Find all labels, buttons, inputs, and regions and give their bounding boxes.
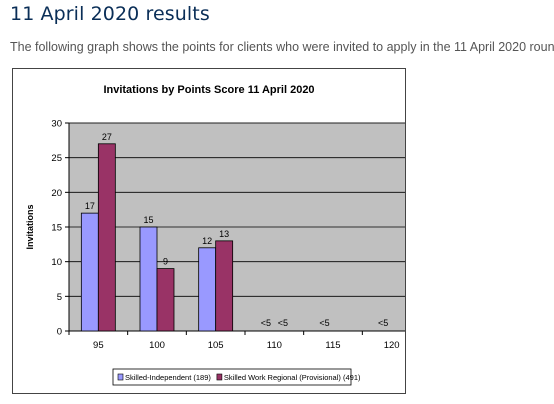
bar-s1-105 xyxy=(198,247,217,332)
bar-chart: Invitations by Points Score 11 April 202… xyxy=(25,84,405,386)
data-label-s1-110: <5 xyxy=(261,318,271,328)
chart-title: Invitations by Points Score 11 April 202… xyxy=(103,84,314,96)
data-label-s1-115: <5 xyxy=(319,318,329,328)
x-tick-label-95: 95 xyxy=(93,340,104,351)
legend-label-s2: Skilled Work Regional (Provisional) (491… xyxy=(224,373,361,382)
page-title: 11 April 2020 results xyxy=(10,3,210,25)
bar-s2-100 xyxy=(156,268,175,332)
y-tick-label-30: 30 xyxy=(51,119,62,130)
legend-swatch-s1 xyxy=(117,373,124,381)
bar-s2-105 xyxy=(215,240,234,332)
bar-s1-100 xyxy=(139,226,158,332)
data-label-s1-95: 17 xyxy=(85,201,95,211)
data-label-s2-95: 27 xyxy=(102,132,112,142)
intro-text: The following graph shows the points for… xyxy=(10,40,554,54)
legend-box xyxy=(112,368,352,386)
x-tick-label-115: 115 xyxy=(325,340,340,351)
x-tick-label-100: 100 xyxy=(149,340,165,351)
data-label-s2-110: <5 xyxy=(278,318,288,328)
data-label-s2-105: 13 xyxy=(219,229,229,239)
y-axis-title: Invitations xyxy=(25,204,35,249)
data-label-s2-100: 9 xyxy=(163,257,168,267)
legend-label-s1: Skilled-Independent (189) xyxy=(125,373,211,382)
y-tick-label-20: 20 xyxy=(51,188,62,199)
y-tick-label-5: 5 xyxy=(57,292,62,303)
bar-s1-95 xyxy=(80,212,99,332)
x-tick-label-110: 110 xyxy=(267,340,282,351)
y-tick-label-0: 0 xyxy=(57,327,62,338)
data-label-s1-120: <5 xyxy=(378,318,388,328)
data-label-s1-100: 15 xyxy=(143,215,153,225)
chart-frame: Invitations by Points Score 11 April 202… xyxy=(12,68,406,394)
data-label-s1-105: 12 xyxy=(202,236,212,246)
y-tick-label-25: 25 xyxy=(51,153,62,164)
x-tick-label-120: 120 xyxy=(384,340,400,351)
bar-s2-95 xyxy=(97,143,116,332)
y-tick-label-15: 15 xyxy=(51,223,62,234)
legend-swatch-s2 xyxy=(216,373,223,381)
x-tick-label-105: 105 xyxy=(208,340,224,351)
y-tick-label-10: 10 xyxy=(51,257,62,268)
